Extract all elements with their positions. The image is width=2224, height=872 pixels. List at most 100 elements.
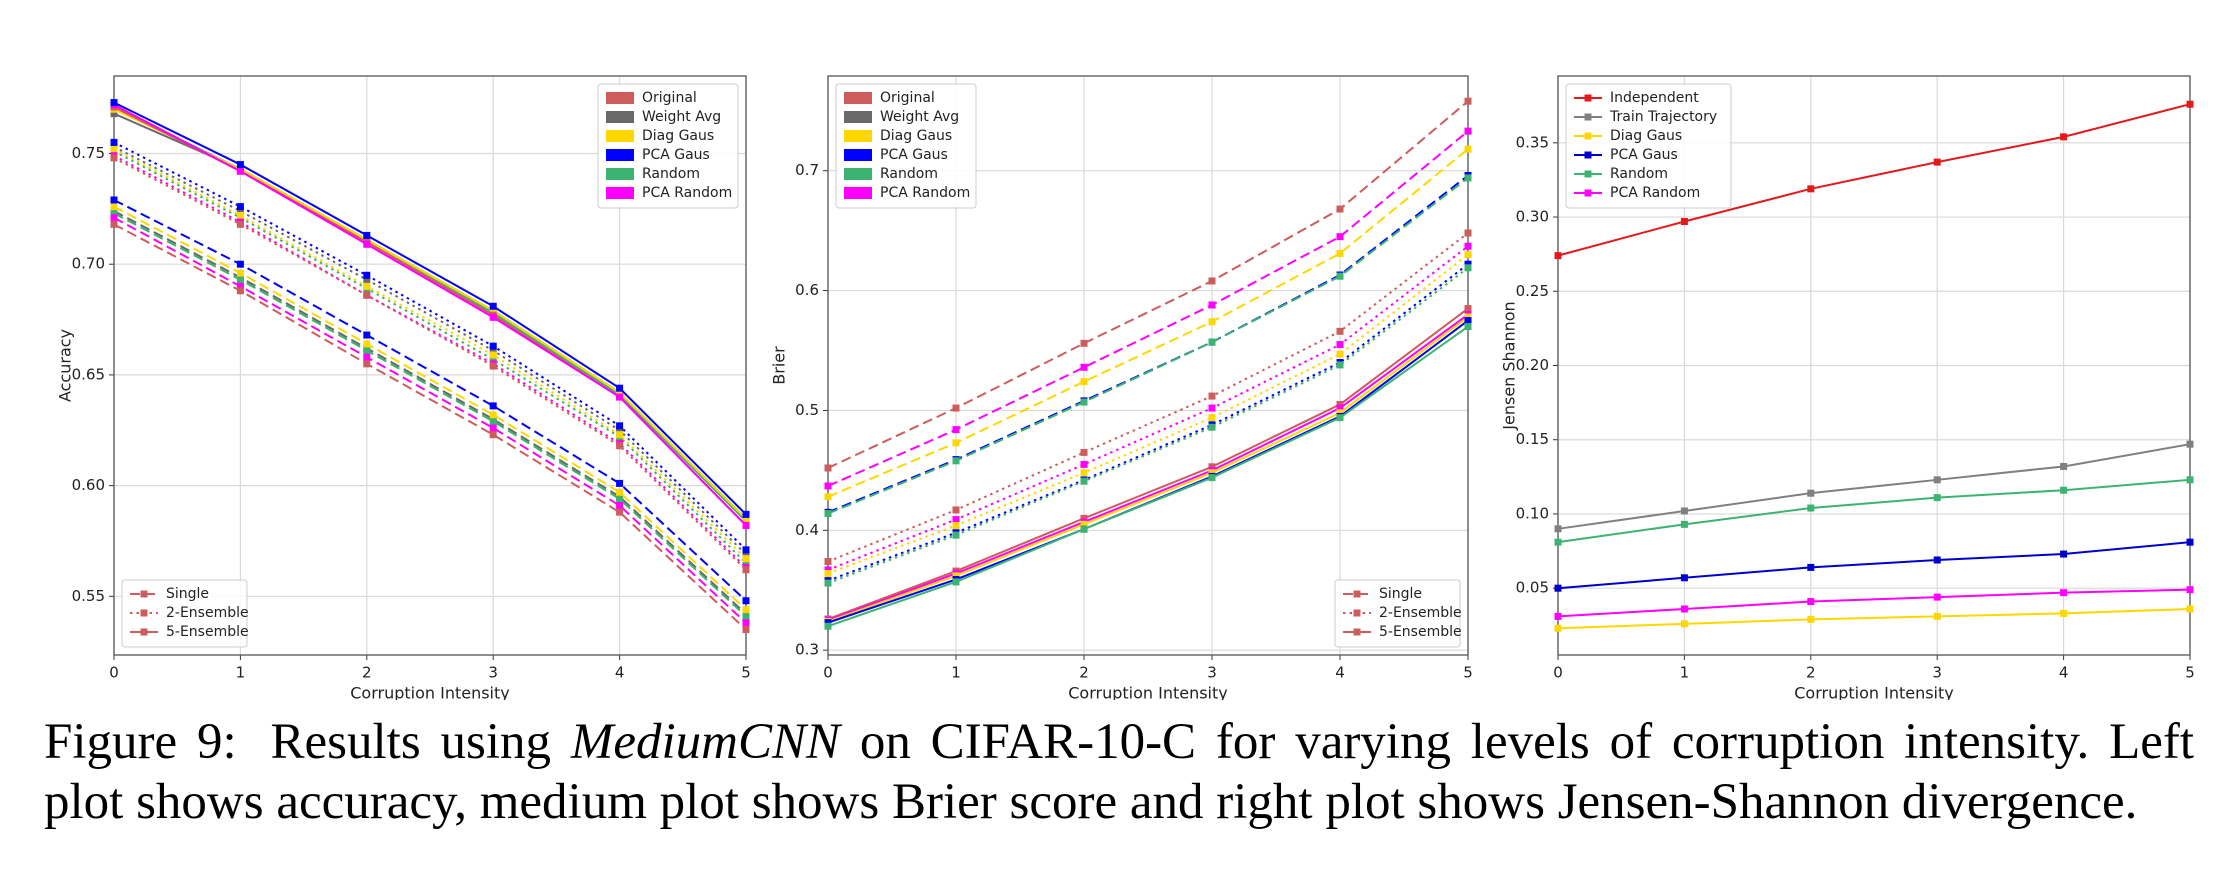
legend-swatch [844,187,872,199]
point-marker [489,424,497,432]
y-axis-label: Brier [770,346,789,385]
point-marker [489,402,497,410]
point-marker [2186,100,2194,108]
series-line [113,150,747,564]
legend-swatch [606,130,634,142]
x-axis-label: Corruption Intensity [350,684,510,701]
series-line [113,145,747,555]
point-marker [1554,584,1562,592]
point-marker [1464,145,1472,153]
legend-label: Diag Gaus [1610,128,1682,144]
series-line [827,313,1469,622]
point-marker [616,442,624,450]
point-marker [1336,341,1344,349]
point-marker [1807,504,1815,512]
point-marker [1080,339,1088,347]
point-marker [363,282,371,290]
point-marker [489,351,497,359]
point-marker [1807,615,1815,623]
point-marker [742,546,750,554]
series-line [1557,588,2191,618]
legend-marker [1584,189,1592,197]
point-marker [952,531,960,539]
point-marker [2186,586,2194,594]
point-marker [824,579,832,587]
point-marker [363,340,371,348]
legend-label: PCA Gaus [1610,147,1678,163]
point-marker [363,271,371,279]
point-marker [616,393,624,401]
point-marker [236,167,244,175]
series-line [827,232,1469,563]
point-marker [1464,174,1472,182]
point-marker [1933,158,1941,166]
legend-label: Random [880,166,938,182]
point-marker [2060,589,2068,597]
x-tick-label: 2 [1806,664,1816,682]
series-line [1557,443,2191,530]
point-marker [110,214,118,222]
y-tick-label: 0.3 [795,641,819,659]
point-marker [616,488,624,496]
point-marker [952,516,960,524]
point-marker [1336,414,1344,422]
point-marker [1680,520,1688,528]
series-line [827,174,1469,514]
point-marker [363,360,371,368]
point-marker [1080,398,1088,406]
point-marker [489,417,497,425]
legend-swatch [606,111,634,123]
plot-frame [113,75,747,656]
point-marker [1336,361,1344,369]
point-marker [489,431,497,439]
series-line [1557,607,2191,630]
point-marker [1807,563,1815,571]
point-marker [1336,350,1344,358]
legend-label: Weight Avg [642,109,721,125]
series-line [113,212,747,617]
point-marker [1554,612,1562,620]
point-marker [742,510,750,518]
point-marker [824,464,832,472]
y-axis-label: Jensen Shannon [1500,301,1519,430]
point-marker [616,426,624,434]
y-tick-label: 0.60 [72,476,105,494]
point-marker [1208,318,1216,326]
x-axis-label: Corruption Intensity [1794,684,1954,701]
point-marker [1464,97,1472,105]
point-marker [236,211,244,219]
point-marker [1680,507,1688,515]
point-marker [1933,612,1941,620]
point-marker [363,347,371,355]
point-marker [1336,409,1344,417]
point-marker [1933,476,1941,484]
point-marker [616,431,624,439]
legend-label: PCA Random [1610,185,1700,201]
y-tick-label: 0.05 [1516,579,1549,597]
point-marker [616,502,624,510]
y-tick-label: 0.75 [72,144,105,162]
point-marker [824,566,832,574]
point-marker [489,347,497,355]
point-marker [952,457,960,465]
x-tick-label: 0 [1553,664,1563,682]
point-marker [1080,514,1088,522]
caption-label: Figure 9: [44,714,237,770]
plot-frame [827,75,1469,656]
legend-marker [1353,590,1361,598]
point-marker [952,439,960,447]
legend-label: 2-Ensemble [1379,605,1462,621]
series-line [113,210,747,615]
x-tick-label: 1 [236,664,246,682]
y-tick-label: 0.10 [1516,504,1549,522]
point-marker [2060,486,2068,494]
point-marker [742,555,750,563]
point-marker [363,331,371,339]
point-marker [1208,463,1216,471]
legend-label: PCA Gaus [642,147,710,163]
x-tick-label: 5 [741,664,751,682]
point-marker [616,508,624,516]
point-marker [1208,474,1216,482]
point-marker [1208,469,1216,477]
